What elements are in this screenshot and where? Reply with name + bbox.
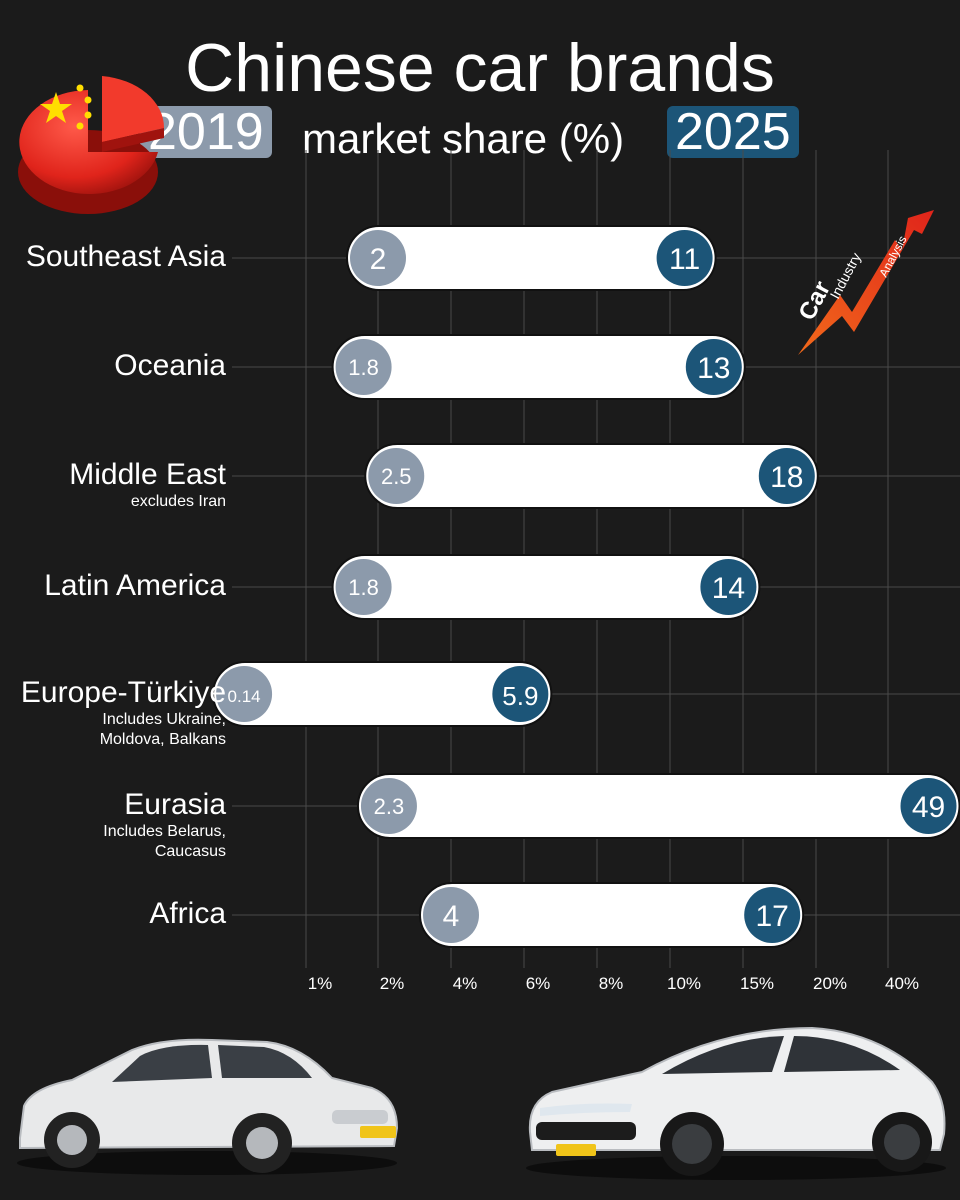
logo-word-industry: Industry (827, 250, 865, 301)
x-tick-label: 15% (739, 974, 775, 993)
category-label-text: Europe-Türkiye (20, 676, 226, 709)
x-tick-label: 6% (525, 974, 551, 993)
point-2019 (423, 887, 479, 943)
category-note: Includes Ukraine, Moldova, Balkans (99, 711, 226, 748)
sedan-2019-image (17, 1038, 399, 1175)
value-label-2019: 2.5 (381, 464, 412, 489)
x-tick-label: 20% (812, 974, 848, 993)
dumbbell-bar (419, 882, 805, 948)
point-2019 (216, 666, 273, 722)
category-label-text: Southeast Asia (25, 240, 226, 273)
dumbbell-bar (331, 334, 746, 400)
value-label-2019: 4 (443, 900, 460, 933)
dumbbell-bar (346, 225, 717, 291)
category-label: Southeast Asia (26, 240, 226, 274)
point-2025 (744, 887, 801, 943)
x-tick-label: 1% (307, 974, 333, 993)
category-label: Oceania (114, 349, 226, 383)
x-tick-label: 4% (452, 974, 478, 993)
point-2019 (335, 339, 392, 395)
year-2025-badge: 2025 (667, 106, 799, 158)
category-note: Includes Belarus, Caucasus (103, 823, 226, 860)
value-label-2025: 11 (669, 243, 700, 276)
point-2025 (656, 230, 713, 286)
logo-word-analysis: Analysis (876, 233, 909, 279)
value-label-2025: 13 (697, 352, 730, 385)
point-2025 (700, 559, 757, 615)
point-2025 (492, 666, 549, 722)
category-label: Africa (149, 897, 226, 931)
subtitle: 2019 market share (%) 2025 (0, 104, 960, 164)
value-label-2019: 2.3 (374, 794, 405, 819)
value-label-2019: 2 (370, 243, 387, 276)
x-tick-label: 10% (666, 974, 702, 993)
year-2019-badge: 2019 (140, 106, 272, 158)
car-industry-analysis-logo: Car Industry Analysis (793, 210, 934, 355)
x-tick-label: 40% (884, 974, 920, 993)
category-label-text: Oceania (114, 349, 226, 382)
point-2019 (335, 559, 392, 615)
x-tick-label: 8% (598, 974, 624, 993)
value-label-2025: 49 (912, 791, 945, 824)
category-label: Latin America (44, 569, 226, 603)
category-note: excludes Iran (130, 493, 226, 510)
value-label-2019: 1.8 (348, 355, 379, 380)
value-label-2025: 18 (770, 461, 803, 494)
value-label-2019: 0.14 (228, 687, 261, 706)
dumbbell-bar (364, 443, 819, 509)
subtitle-text: market share (%) (302, 115, 625, 162)
category-label-text: Africa (149, 897, 226, 930)
dumbbell-bar (356, 773, 960, 839)
china-flag-pie-icon (18, 76, 165, 214)
sedan-2025-image (526, 1026, 946, 1180)
category-label-text: Middle East (69, 458, 226, 491)
point-2025 (685, 339, 742, 395)
category-label: Europe-Türkiye Includes Ukraine, Moldova, … (21, 676, 226, 750)
point-2025 (900, 778, 957, 834)
x-tick-label: 2% (379, 974, 405, 993)
category-label-text: Eurasia (124, 788, 226, 821)
point-2019 (350, 230, 406, 286)
point-2019 (360, 778, 417, 834)
point-2025 (758, 448, 815, 504)
value-label-2019: 1.8 (348, 575, 379, 600)
dumbbell-bar (212, 661, 553, 727)
point-2019 (368, 448, 425, 504)
value-label-2025: 17 (756, 900, 789, 933)
page-title: Chinese car brands (185, 30, 775, 106)
value-label-2025: 14 (712, 572, 745, 605)
category-label-text: Latin America (44, 569, 226, 602)
dumbbell-bar (331, 554, 761, 620)
category-label: Eurasia Includes Belarus, Caucasus (103, 788, 226, 862)
value-label-2025: 5.9 (502, 681, 538, 711)
category-label: Middle East excludes Iran (69, 458, 226, 512)
